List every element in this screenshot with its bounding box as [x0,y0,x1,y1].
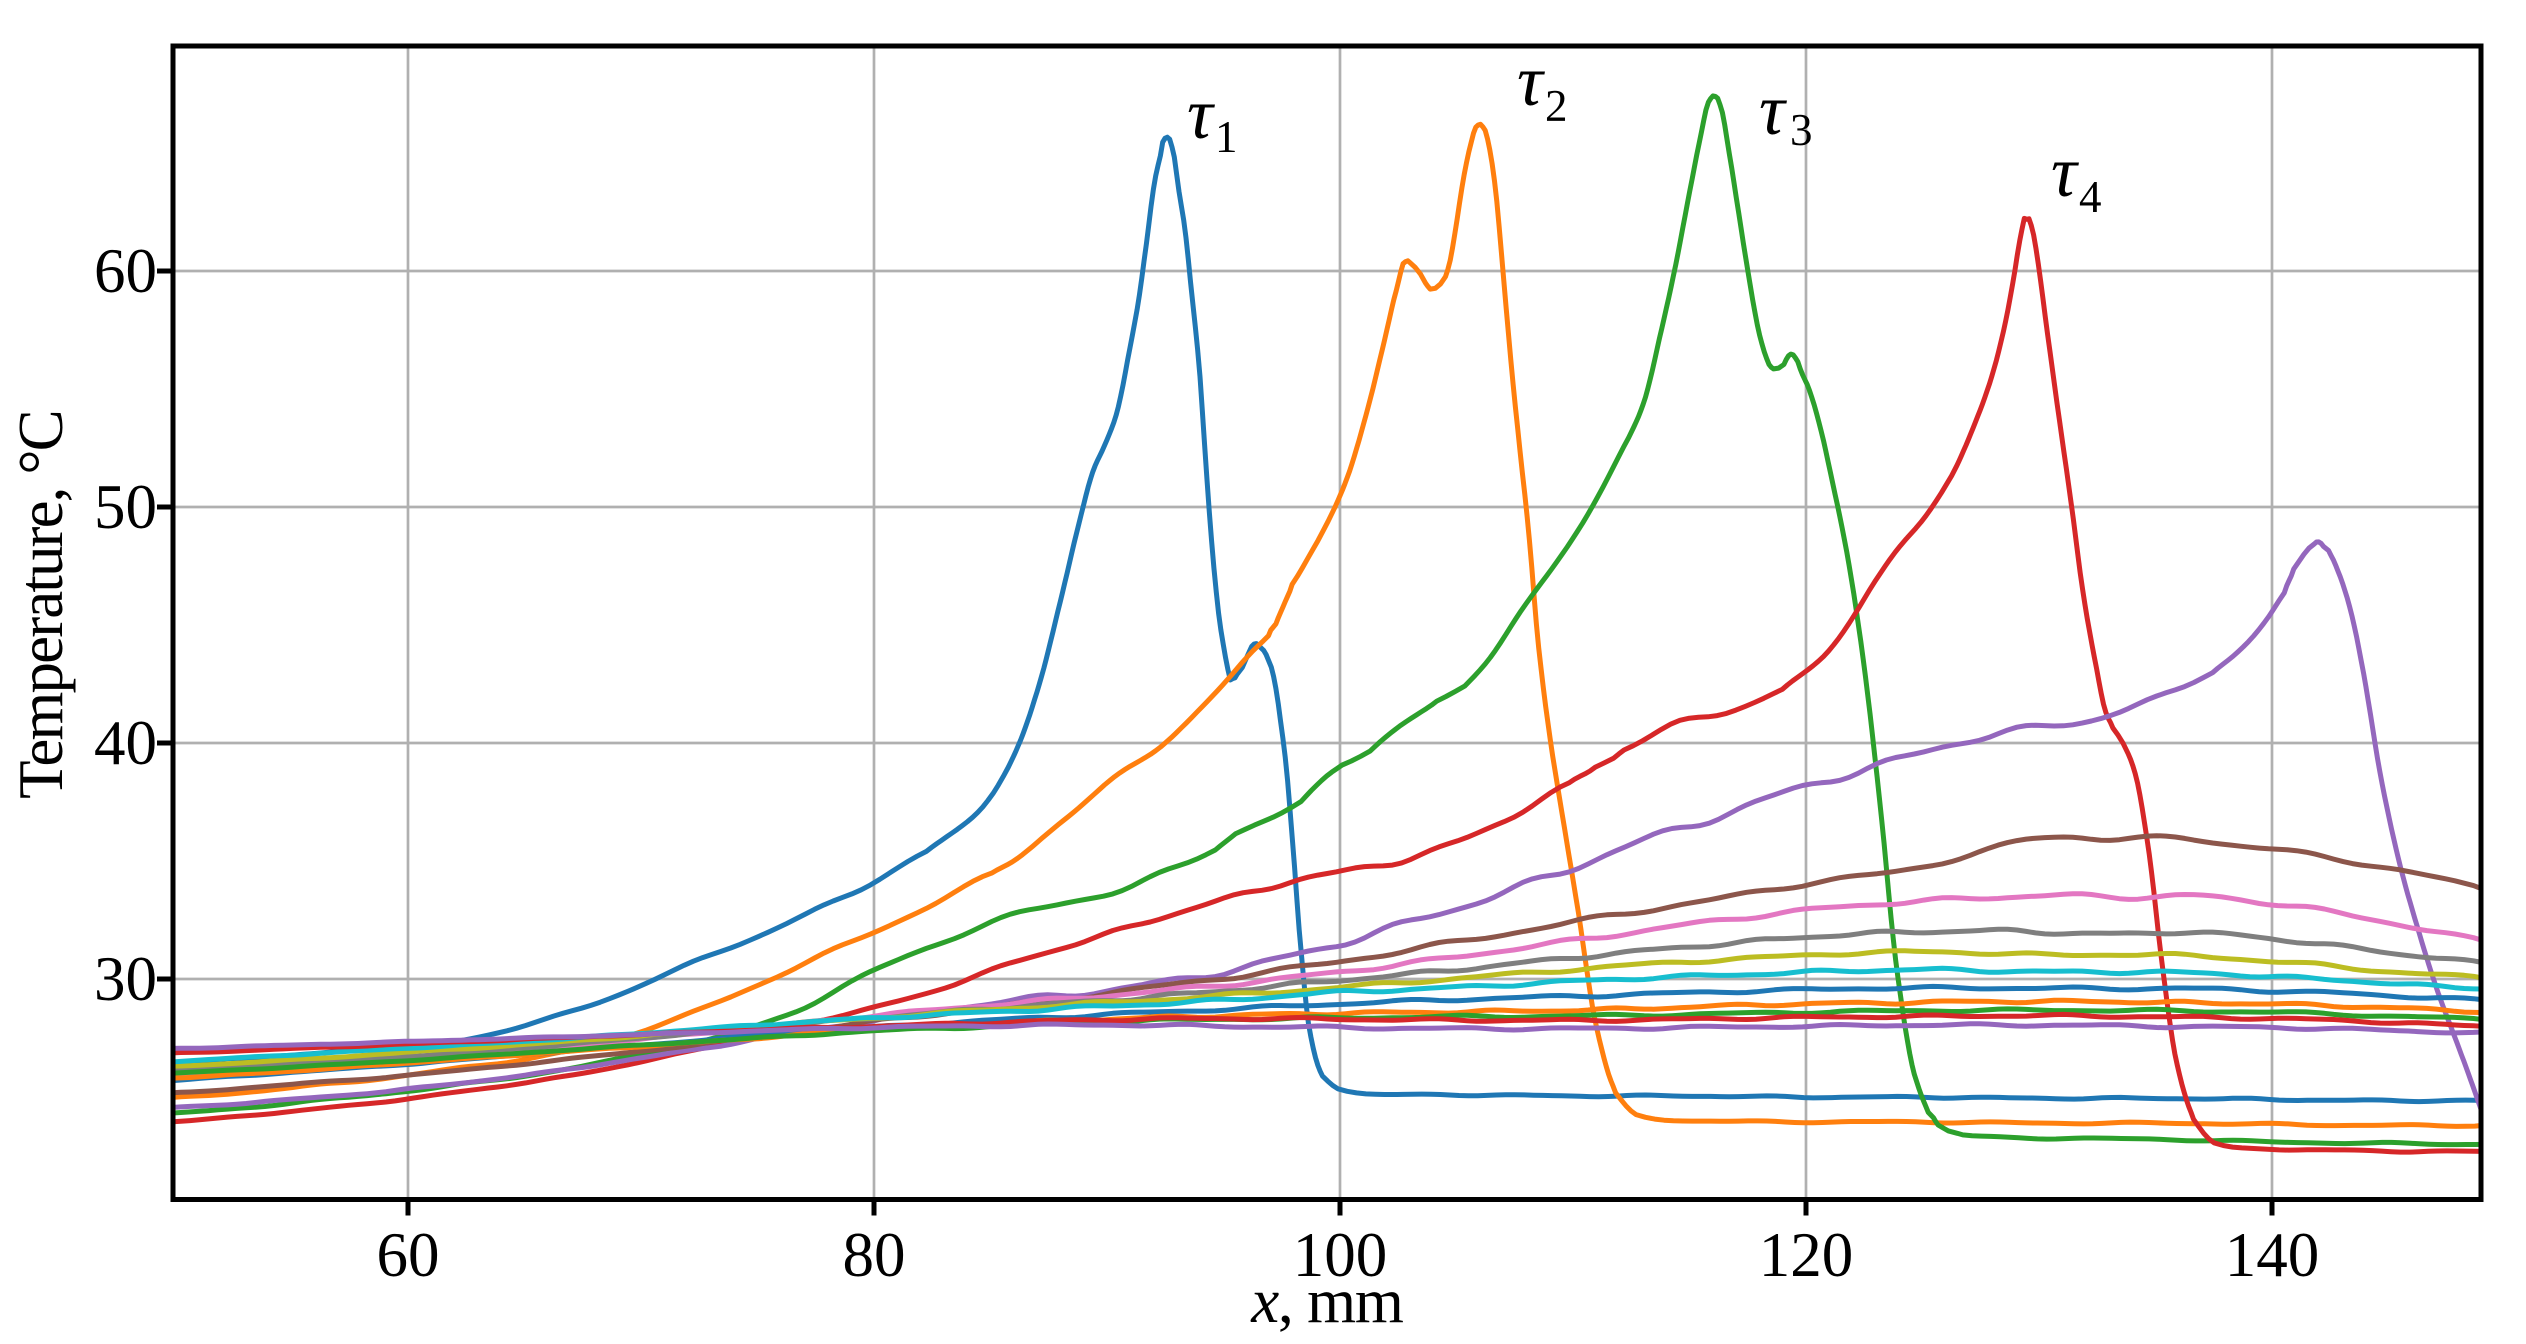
svg-text:3: 3 [1790,105,1813,155]
svg-text:50: 50 [94,472,157,542]
svg-text:τ: τ [1517,41,1545,121]
svg-text:80: 80 [843,1220,906,1290]
svg-text:Temperature, °C: Temperature, °C [6,411,76,799]
svg-text:τ: τ [1187,74,1215,154]
svg-text:40: 40 [94,708,157,778]
svg-text:120: 120 [1759,1220,1854,1290]
svg-text:x, mm: x, mm [1250,1266,1404,1336]
svg-text:4: 4 [2079,172,2102,222]
svg-text:τ: τ [1759,70,1787,150]
svg-text:1: 1 [1215,112,1238,162]
svg-text:τ: τ [2051,132,2079,212]
svg-text:60: 60 [94,236,157,306]
svg-text:2: 2 [1545,81,1568,131]
svg-text:30: 30 [94,944,157,1014]
svg-text:100: 100 [1293,1220,1388,1290]
svg-text:140: 140 [2225,1220,2320,1290]
svg-text:60: 60 [377,1220,440,1290]
